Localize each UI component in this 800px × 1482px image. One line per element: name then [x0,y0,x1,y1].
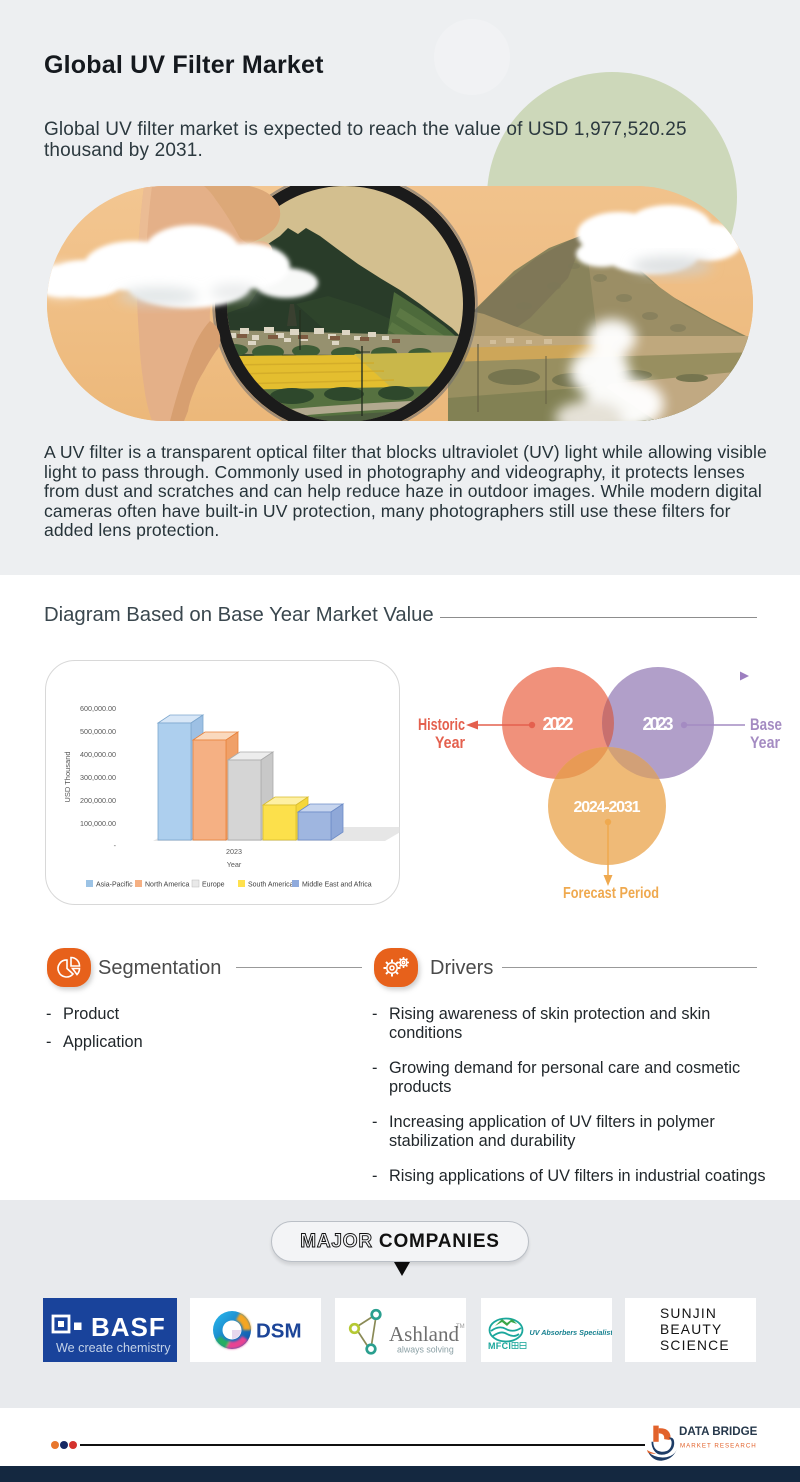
svg-text:We create chemistry: We create chemistry [56,1341,171,1355]
svg-text:Base: Base [750,716,782,734]
svg-text:always solving: always solving [397,1345,454,1355]
svg-text:2023: 2023 [226,847,242,856]
svg-text:USD Thousand: USD Thousand [63,751,72,802]
svg-text:MFCI: MFCI [488,1341,511,1351]
svg-text:BASF: BASF [91,1312,166,1342]
svg-text:UV Absorbers Specialist: UV Absorbers Specialist [530,1328,613,1337]
svg-text:500,000.00: 500,000.00 [80,727,116,736]
svg-text:Year: Year [227,860,242,869]
svg-text:2023: 2023 [643,714,674,734]
svg-text:Ashland: Ashland [389,1322,459,1346]
svg-text:300,000.00: 300,000.00 [80,773,116,782]
svg-text:100,000.00: 100,000.00 [80,819,116,828]
svg-text:Europe: Europe [202,882,225,889]
svg-text:2022: 2022 [543,714,574,734]
svg-text:200,000.00: 200,000.00 [80,796,116,805]
svg-text:MARKET RESEARCH: MARKET RESEARCH [680,1443,757,1450]
svg-text:DATA BRIDGE: DATA BRIDGE [679,1425,758,1438]
svg-text:TM: TM [456,1324,465,1330]
svg-text:Year: Year [750,734,780,752]
svg-text:Middle East and Africa: Middle East and Africa [302,882,372,889]
svg-text:2024-2031: 2024-2031 [574,799,641,816]
svg-text:-: - [114,841,117,850]
svg-text:Historic: Historic [418,716,465,734]
svg-text:600,000.00: 600,000.00 [80,704,116,713]
svg-text:Asia-Pacific: Asia-Pacific [96,882,133,889]
svg-text:Forecast Period: Forecast Period [563,885,659,902]
svg-text:Year: Year [435,734,465,752]
svg-text:DSM: DSM [256,1320,302,1343]
svg-text:400,000.00: 400,000.00 [80,750,116,759]
svg-text:North America: North America [145,882,189,889]
svg-text:South America: South America [248,882,294,889]
